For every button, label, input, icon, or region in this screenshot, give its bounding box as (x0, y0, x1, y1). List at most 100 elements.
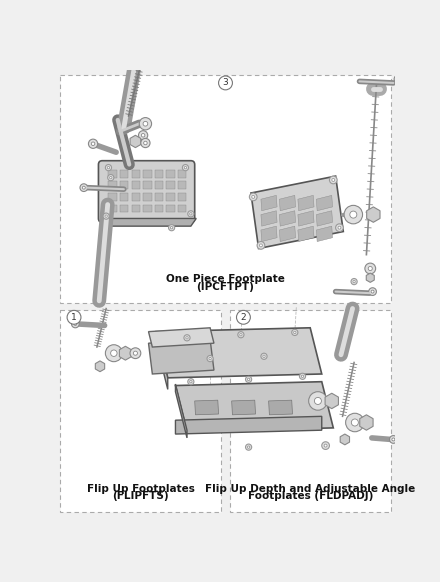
Circle shape (263, 355, 265, 357)
Circle shape (107, 166, 110, 169)
Polygon shape (194, 400, 219, 415)
Text: Footplates (FLDPADJ): Footplates (FLDPADJ) (248, 491, 373, 501)
Text: Flip Up Footplates: Flip Up Footplates (87, 484, 195, 494)
Bar (143, 182, 152, 189)
Bar (166, 193, 175, 201)
Bar (132, 182, 140, 189)
Bar (155, 182, 163, 189)
Circle shape (392, 438, 395, 441)
Circle shape (105, 215, 107, 217)
Circle shape (183, 165, 189, 171)
Circle shape (133, 351, 137, 355)
Text: 1: 1 (71, 313, 77, 322)
Circle shape (322, 442, 330, 449)
Circle shape (246, 377, 252, 382)
Polygon shape (298, 211, 314, 226)
Polygon shape (176, 416, 322, 434)
Circle shape (209, 357, 211, 360)
Bar (60, 310, 221, 512)
Bar (143, 170, 152, 178)
Bar (109, 205, 117, 212)
Circle shape (252, 196, 255, 198)
Circle shape (67, 310, 81, 324)
Bar (155, 170, 163, 178)
Polygon shape (360, 415, 373, 430)
Circle shape (332, 179, 335, 182)
Polygon shape (325, 393, 338, 409)
Circle shape (247, 446, 250, 448)
Circle shape (346, 413, 364, 432)
Text: 2: 2 (241, 313, 246, 322)
Circle shape (110, 176, 112, 179)
Circle shape (106, 345, 122, 361)
Bar (155, 193, 163, 201)
Circle shape (106, 165, 112, 171)
Bar (166, 182, 175, 189)
Circle shape (139, 131, 148, 140)
Bar (132, 193, 140, 201)
Polygon shape (298, 196, 314, 211)
Bar (120, 182, 128, 189)
Circle shape (396, 77, 400, 80)
Circle shape (88, 139, 98, 148)
Circle shape (257, 242, 265, 249)
Polygon shape (316, 196, 333, 211)
Bar (155, 205, 163, 212)
Bar (109, 182, 117, 189)
Circle shape (186, 336, 188, 339)
Text: One Piece Footplate: One Piece Footplate (166, 274, 285, 285)
Polygon shape (298, 226, 314, 242)
Polygon shape (279, 226, 296, 242)
Bar (178, 193, 186, 201)
Polygon shape (119, 346, 132, 360)
Polygon shape (95, 361, 105, 372)
Circle shape (188, 379, 194, 385)
Polygon shape (261, 226, 277, 242)
Circle shape (394, 75, 402, 83)
Circle shape (188, 211, 194, 217)
Circle shape (368, 267, 372, 271)
Bar (120, 205, 128, 212)
Circle shape (338, 226, 341, 229)
Circle shape (389, 435, 397, 443)
Circle shape (315, 398, 321, 404)
Polygon shape (316, 226, 333, 242)
Circle shape (344, 205, 363, 224)
Circle shape (238, 332, 244, 338)
Circle shape (350, 211, 357, 218)
Text: 3: 3 (223, 79, 228, 87)
Circle shape (190, 381, 192, 383)
Circle shape (184, 166, 187, 169)
Text: (FLIPFTS): (FLIPFTS) (113, 491, 169, 501)
Circle shape (353, 281, 355, 283)
Circle shape (300, 373, 305, 379)
Polygon shape (269, 400, 293, 415)
Bar (166, 170, 175, 178)
Circle shape (292, 329, 298, 335)
Bar (143, 193, 152, 201)
Text: Flip Up Depth and Adjustable Angle: Flip Up Depth and Adjustable Angle (205, 484, 415, 494)
Polygon shape (149, 328, 214, 347)
Circle shape (170, 226, 173, 229)
Circle shape (219, 76, 232, 90)
Polygon shape (176, 384, 187, 438)
FancyBboxPatch shape (99, 161, 194, 222)
Polygon shape (176, 382, 334, 432)
Circle shape (130, 348, 141, 359)
Circle shape (301, 375, 304, 378)
Circle shape (247, 378, 250, 381)
Polygon shape (261, 211, 277, 226)
Circle shape (240, 333, 242, 336)
Circle shape (352, 419, 358, 426)
Bar (178, 205, 186, 212)
Circle shape (74, 322, 77, 325)
Polygon shape (340, 434, 349, 445)
Polygon shape (232, 400, 256, 415)
Text: (IPCFTPT): (IPCFTPT) (197, 282, 254, 292)
Bar (230, 310, 391, 512)
Circle shape (158, 17, 161, 20)
Polygon shape (156, 328, 322, 378)
Circle shape (80, 184, 88, 191)
Circle shape (293, 331, 296, 333)
Polygon shape (130, 135, 141, 148)
